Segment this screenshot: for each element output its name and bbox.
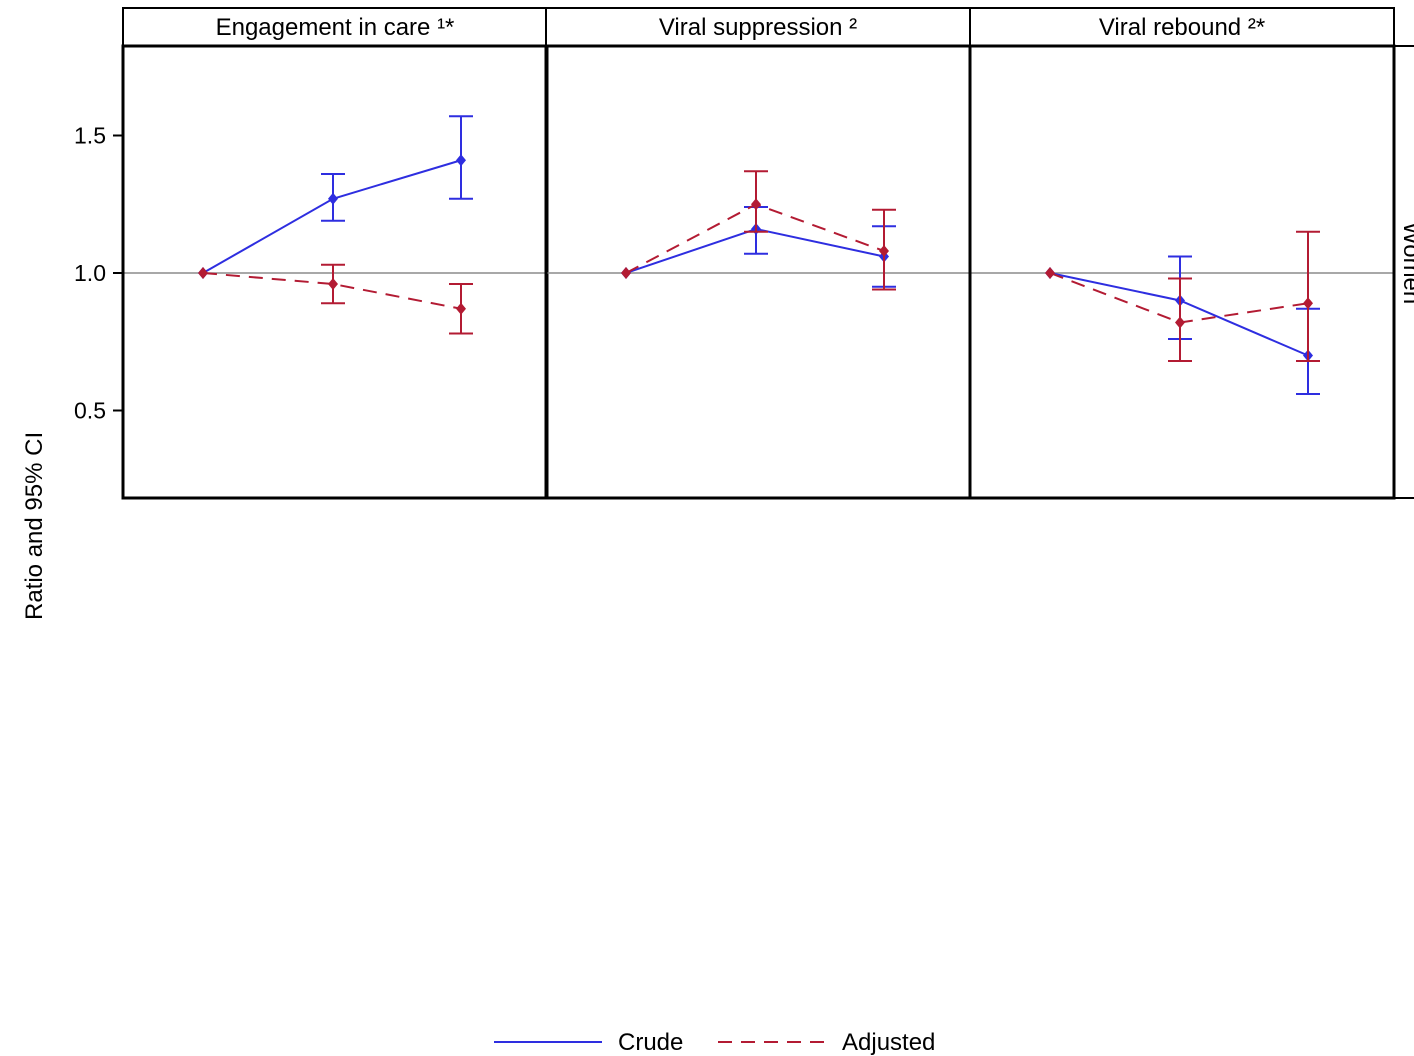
legend: Crude Adjusted	[494, 1029, 935, 1056]
y-tick-label: 1.5	[74, 123, 106, 149]
data-point	[751, 198, 761, 211]
data-point	[456, 302, 466, 315]
y-tick-label: 0.5	[74, 398, 106, 424]
data-point	[1045, 267, 1055, 279]
panels-layer: Engagement in care ¹* Viral suppression ²…	[74, 7, 1414, 500]
data-point	[198, 267, 208, 279]
panel-strip	[122, 7, 548, 47]
panel-title: Engagement in care ¹*	[216, 14, 455, 41]
panel-title: Viral suppression ²	[659, 14, 857, 41]
panel-frame	[544, 44, 972, 500]
right-strip-label: Women	[1398, 222, 1414, 304]
panel-title: Viral rebound ²*	[1099, 14, 1265, 41]
y-tick-label: 1.0	[74, 260, 106, 286]
data-point	[621, 267, 631, 279]
panel-2: Viral suppression ²	[544, 7, 972, 500]
panel-1: Engagement in care ¹*	[121, 7, 549, 500]
data-point	[1303, 297, 1313, 310]
data-point	[328, 192, 338, 205]
panel-frame	[121, 44, 549, 500]
data-point	[879, 245, 889, 257]
data-point	[1175, 316, 1185, 329]
panel-3: Viral rebound ²*	[968, 7, 1396, 500]
data-point	[456, 154, 466, 167]
legend-label-crude: Crude	[618, 1029, 683, 1056]
panel-frame	[968, 44, 1396, 500]
data-point	[328, 278, 338, 290]
legend-label-adjusted: Adjusted	[842, 1029, 935, 1056]
series-line-adjusted	[202, 272, 462, 310]
y-axis-label: Ratio and 95% CI	[21, 432, 48, 620]
